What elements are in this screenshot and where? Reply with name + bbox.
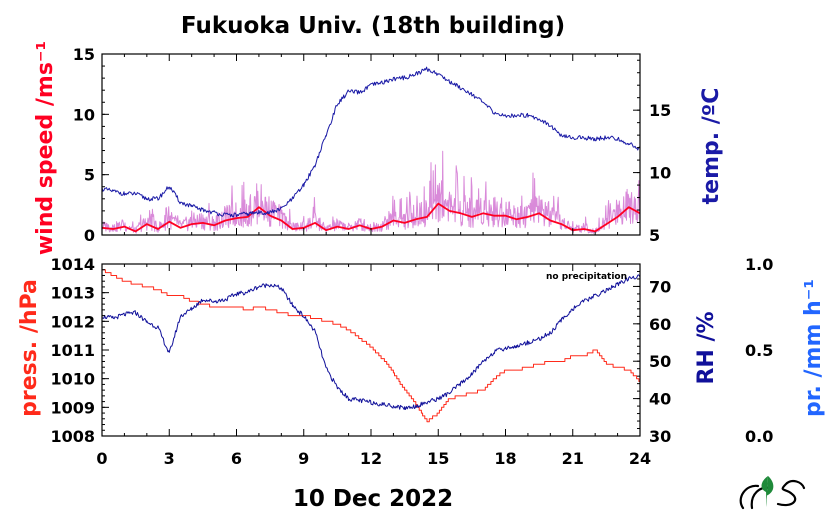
temp-axis-tick-label: 15 — [649, 101, 671, 120]
x-tick-label: 3 — [164, 449, 175, 468]
wind-axis-tick-label: 15 — [73, 45, 95, 64]
rh-axis-tick-label: 70 — [649, 277, 671, 296]
temp-axis-tick-label: 5 — [649, 226, 660, 245]
wind-axis-tick-label: 10 — [73, 105, 95, 124]
date-label: 10 Dec 2022 — [293, 486, 453, 512]
precip-axis-tick-label: 0.0 — [745, 427, 773, 446]
x-tick-label: 6 — [231, 449, 242, 468]
precip-axis-tick-label: 1.0 — [745, 255, 773, 274]
humidity-axis-label: RH /% — [694, 311, 719, 384]
pressure-line — [102, 269, 640, 423]
plot-lines-layer — [101, 66, 641, 423]
press-axis-tick-label: 1012 — [50, 312, 95, 331]
temperature-line — [101, 66, 641, 218]
rh-axis-tick-label: 40 — [649, 390, 671, 409]
rh-axis-tick-label: 30 — [649, 427, 671, 446]
bottom-panel-frame — [101, 263, 641, 437]
press-axis-tick-label: 1011 — [50, 341, 95, 360]
lab-logo — [739, 476, 806, 510]
precipitation-axis-label: pr. /mm h⁻¹ — [801, 279, 826, 417]
wind-axis-tick-label: 5 — [84, 166, 95, 185]
press-axis-tick-label: 1013 — [50, 284, 95, 303]
press-axis-tick-label: 1009 — [50, 398, 95, 417]
press-axis-tick-label: 1014 — [50, 255, 95, 274]
wind-speed-raw-line — [101, 150, 641, 234]
rh-axis-tick-label: 50 — [649, 352, 671, 371]
x-tick-label: 15 — [427, 449, 449, 468]
x-tick-label: 18 — [494, 449, 516, 468]
top-panel-frame — [101, 53, 641, 236]
x-tick-label: 9 — [298, 449, 309, 468]
no-precipitation-note: no precipitation — [546, 272, 627, 282]
pressure-axis-label: press. /hPa — [17, 279, 42, 417]
rh-axis-tick-label: 60 — [649, 315, 671, 334]
precip-axis-tick-label: 0.5 — [745, 341, 773, 360]
x-tick-label: 21 — [562, 449, 584, 468]
press-axis-tick-label: 1010 — [50, 370, 95, 389]
wind-axis-tick-label: 0 — [84, 226, 95, 245]
x-tick-label: 24 — [629, 449, 651, 468]
x-tick-label: 0 — [96, 449, 107, 468]
temperature-axis-label: temp. /ºC — [699, 88, 724, 205]
humidity-line — [101, 274, 641, 410]
temp-axis-tick-label: 10 — [649, 164, 671, 183]
x-tick-label: 12 — [360, 449, 382, 468]
axes-layer: 0 3 6 9 12 15 18 21 24 0 5 10 15 5 10 15 1008 1009 1010 101… — [50, 45, 773, 468]
wind-speed-axis-label: wind speed /ms⁻¹ — [33, 41, 58, 255]
chart-title: Fukuoka Univ. (18th building) — [181, 13, 565, 39]
press-axis-tick-label: 1008 — [50, 427, 95, 446]
